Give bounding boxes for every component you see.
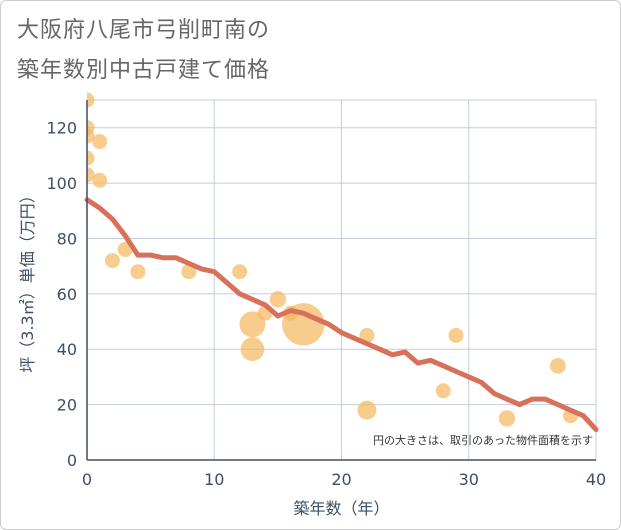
scatter-point (435, 383, 451, 399)
scatter-point (282, 303, 325, 346)
scatter-point (239, 311, 266, 338)
scatter-point (181, 264, 197, 280)
scatter-point (448, 327, 464, 343)
axes-layer (86, 100, 596, 461)
y-tick-label: 80 (57, 229, 77, 248)
chart-title-line1: 大阪府八尾市弓削町南の (17, 18, 271, 43)
y-tick-label: 60 (57, 285, 77, 304)
scatter-point (498, 410, 516, 427)
y-tick-label: 120 (46, 119, 77, 138)
bubble-layer (87, 92, 579, 427)
scatter-point (92, 134, 108, 150)
scatter-point (549, 357, 566, 374)
x-tick-label: 40 (586, 470, 606, 489)
x-tick-label: 30 (459, 470, 479, 489)
y-axis-label: 坪（3.3㎡）単価（万円） (18, 187, 37, 372)
scatter-point (357, 400, 377, 420)
y-tick-label: 100 (46, 174, 77, 193)
x-axis-label: 築年数（年） (293, 499, 389, 518)
scatter-point (232, 264, 248, 280)
scatter-point (240, 337, 265, 362)
y-tick-label: 0 (67, 451, 77, 470)
line-layer (84, 197, 599, 432)
scatter-point (359, 327, 375, 343)
x-tick-label: 0 (82, 470, 92, 489)
y-tick-label: 40 (57, 340, 77, 359)
scatter-point (269, 291, 287, 308)
scatter-point (87, 92, 95, 108)
scatter-point (104, 253, 120, 269)
y-tick-label: 20 (57, 396, 77, 415)
x-tick-label: 20 (331, 470, 351, 489)
text-layer: 0 10 20 30 40 0 20 40 60 80 100 120 築年数（年） 坪（3.3㎡）単価（… (18, 119, 606, 518)
chart-title-line2: 築年数別中古戸建て価格 (17, 58, 271, 83)
x-tick-label: 10 (204, 470, 224, 489)
bubble-size-note: 円の大きさは、取引のあった物件面積を示す (373, 433, 593, 447)
scatter-point (92, 172, 108, 188)
scatter-point (130, 264, 146, 280)
grid-layer (87, 99, 597, 460)
series-line (84, 197, 599, 432)
scatter-point (87, 150, 95, 166)
